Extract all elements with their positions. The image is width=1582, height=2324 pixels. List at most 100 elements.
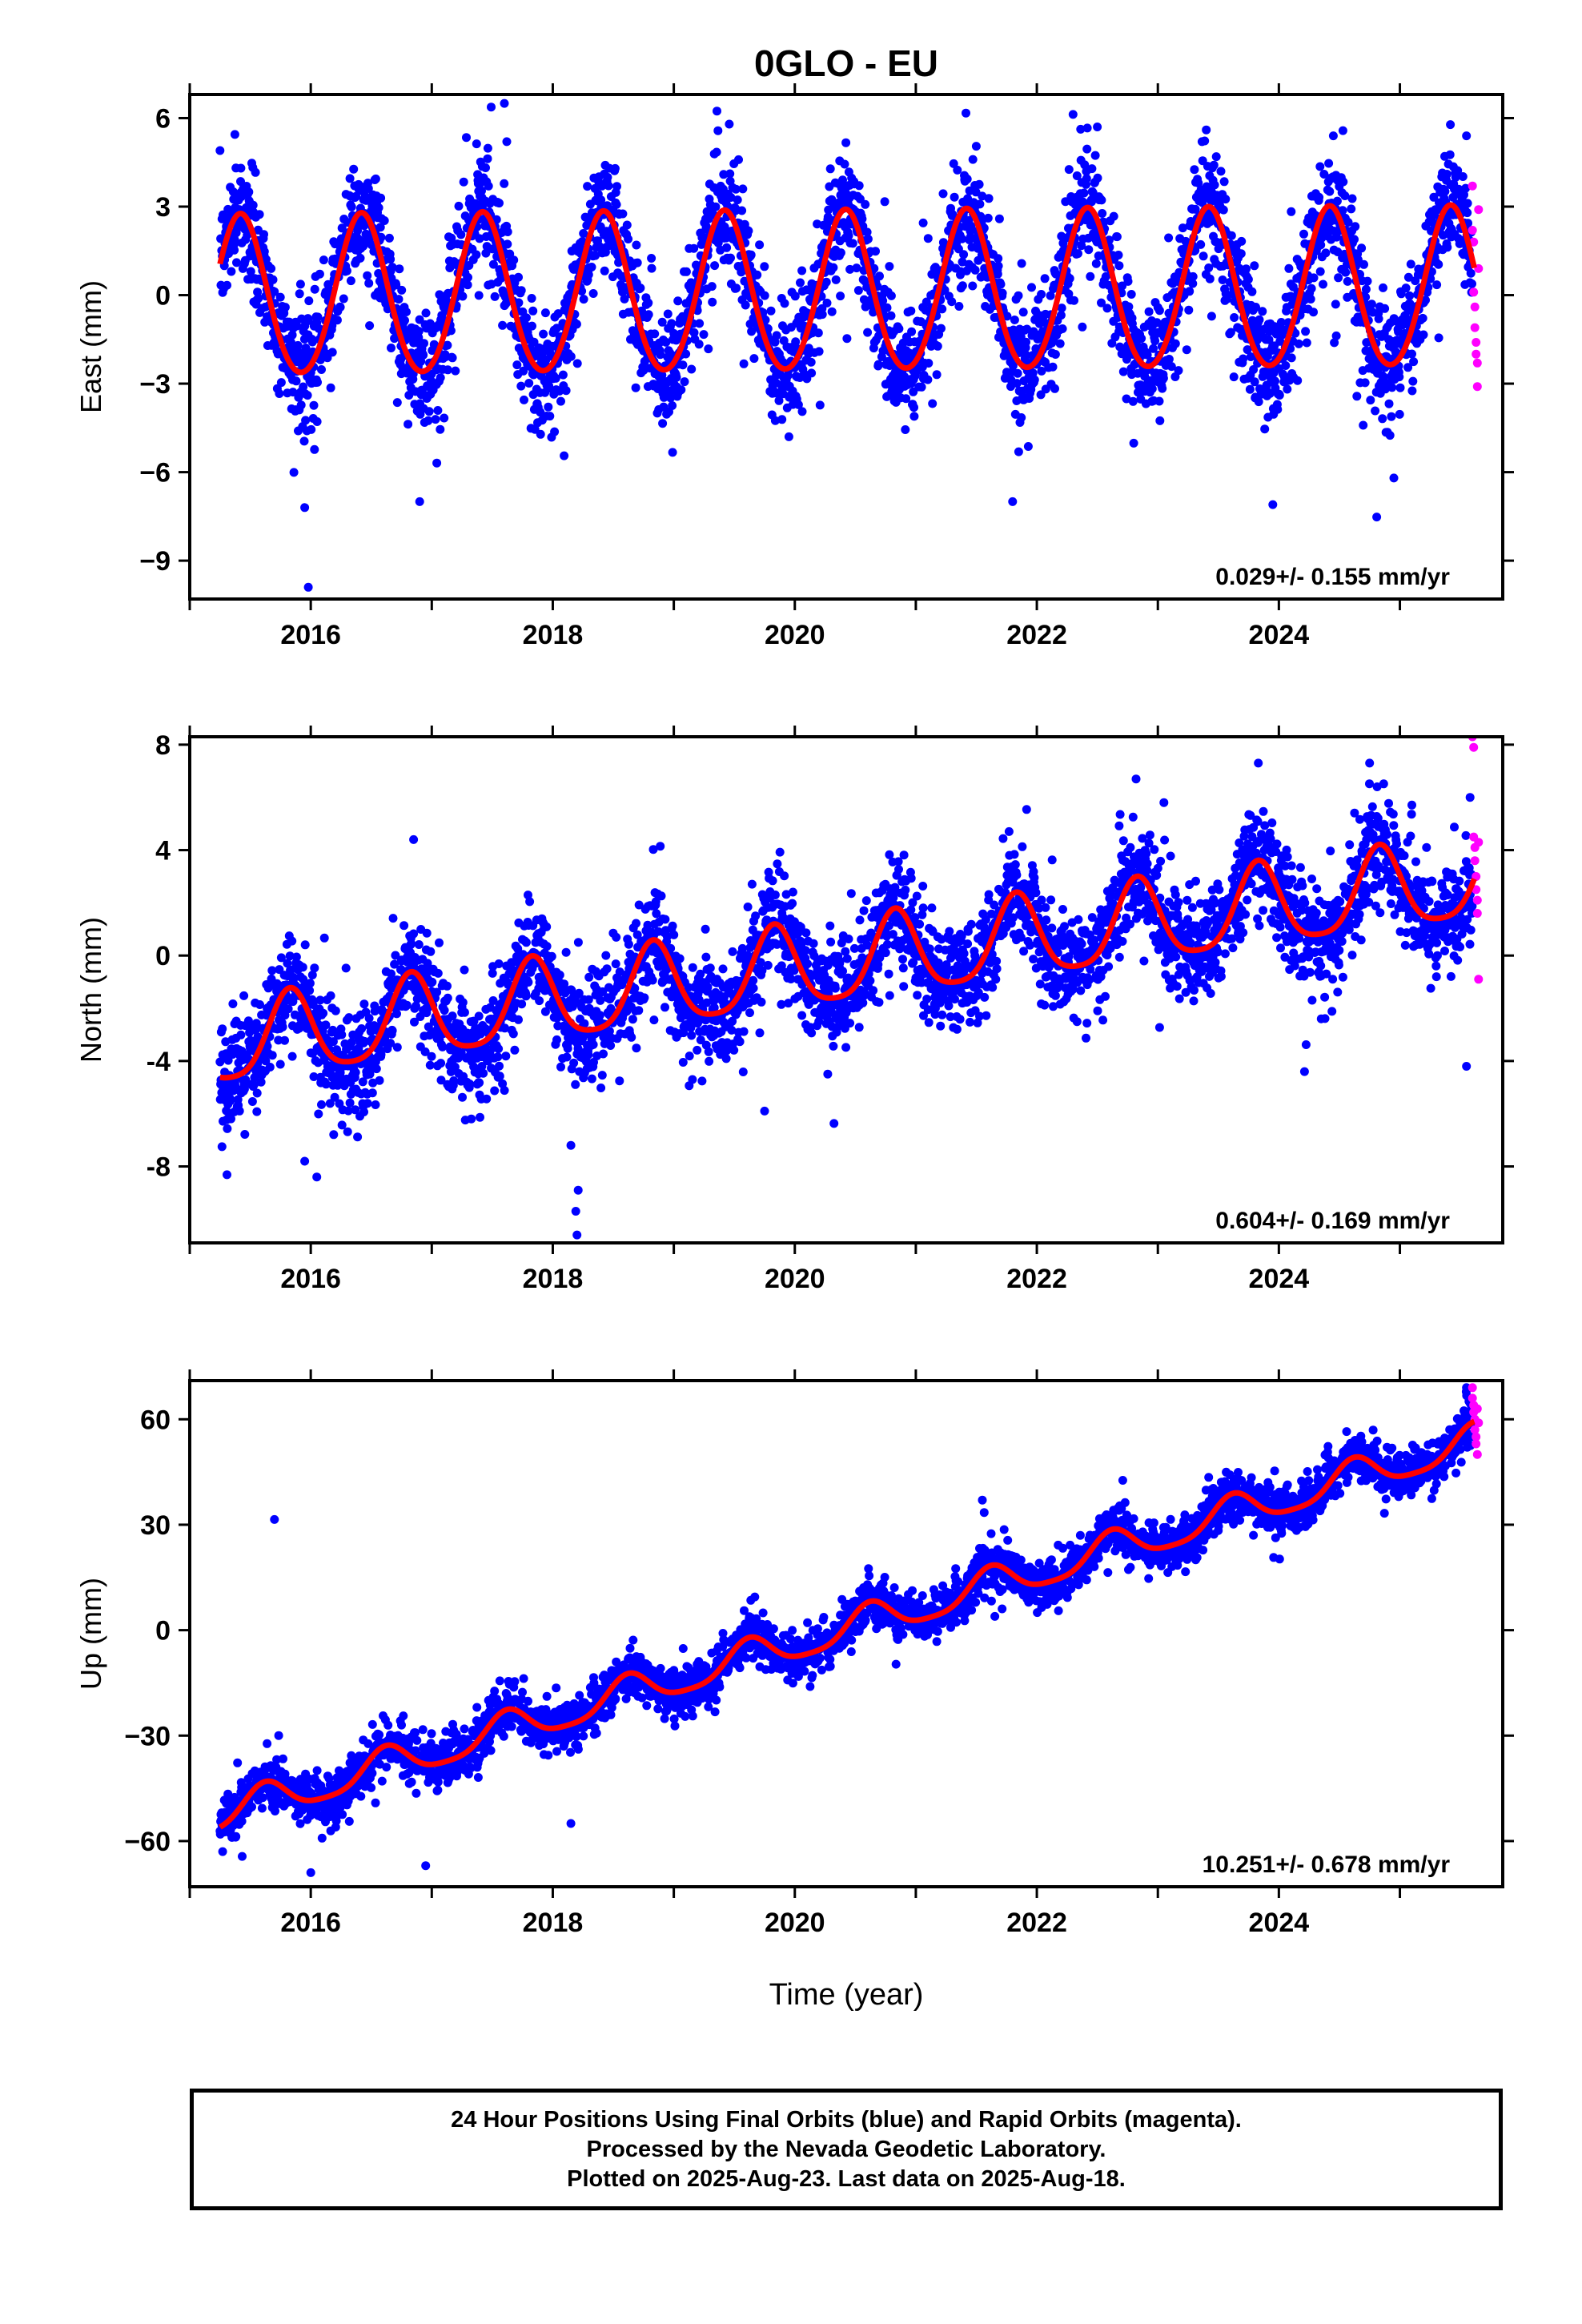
rapid-point [1472,338,1481,347]
final-point [500,99,509,108]
final-point [603,172,612,182]
final-point [223,1124,232,1133]
final-point [1219,177,1229,187]
final-point [273,349,283,359]
final-point [1210,180,1219,190]
final-point [821,277,831,287]
final-point [1281,361,1291,370]
final-point [351,191,361,201]
final-point [968,281,978,291]
final-point [777,415,787,424]
final-point [232,258,241,267]
final-point [953,165,962,175]
final-point [1022,337,1030,347]
final-point [310,963,319,973]
final-point [524,379,534,388]
final-point [369,50,378,59]
panel-0-data [215,50,1484,592]
final-point [1184,305,1194,315]
final-point [465,1080,475,1088]
final-point [824,205,833,215]
final-point [244,187,254,197]
final-point [699,330,709,340]
final-point [1190,165,1199,175]
final-point [606,1041,616,1050]
final-point [345,174,355,183]
final-point [875,271,884,281]
final-point [998,288,1007,298]
final-point [1254,397,1263,407]
final-point [1301,327,1311,336]
final-point [528,306,538,316]
final-point [763,324,773,333]
final-point [1395,409,1404,419]
final-point [984,194,994,203]
final-point [503,227,512,236]
final-point [472,139,481,149]
final-point [426,947,436,956]
final-point [688,1075,697,1084]
final-point [508,1029,518,1039]
final-point [397,285,407,295]
final-point [668,401,677,410]
final-point [569,1058,579,1068]
final-point [556,396,565,406]
final-point [435,290,444,300]
final-point [544,384,554,393]
final-point [235,1106,244,1116]
final-point [1082,174,1091,183]
final-point [840,159,849,169]
final-point [551,373,560,383]
final-point [841,138,851,147]
final-point [307,337,317,347]
final-point [1227,231,1236,240]
final-point [367,1088,377,1098]
final-point [292,321,302,331]
final-point [681,267,691,276]
final-point [481,163,490,172]
final-point [1014,291,1023,300]
rapid-point [1470,302,1480,312]
final-point [631,383,640,392]
final-point [359,1108,368,1116]
final-point [760,262,769,271]
final-point [689,243,699,253]
final-point [267,1051,277,1060]
final-point [1048,362,1058,372]
final-point [317,1100,326,1109]
final-point [587,1074,596,1084]
final-point [937,324,946,333]
final-point [384,233,394,243]
final-point [1091,259,1101,268]
final-point [542,942,552,951]
final-point [882,303,892,312]
final-point [337,223,347,233]
final-point [1325,187,1335,196]
final-point [917,382,926,392]
y-tick-label: 0 [155,281,171,312]
final-point [588,289,598,298]
final-point [1196,239,1206,249]
final-point [577,287,587,296]
final-point [414,940,424,949]
final-point [539,329,548,339]
final-point [299,436,309,446]
final-point [1287,353,1296,363]
final-point [1158,384,1167,393]
y-tick-label: −9 [139,546,171,577]
final-point [1307,283,1316,293]
y-tick-label: 6 [155,103,171,134]
final-point [1070,296,1078,305]
final-point [640,993,649,1003]
final-point [550,427,560,436]
final-point [1074,249,1082,259]
final-point [657,370,667,380]
final-point [252,1088,262,1098]
final-point [1380,304,1390,313]
final-point [595,1011,604,1020]
final-point [1357,243,1367,253]
final-point [516,381,526,391]
final-point [304,296,314,306]
final-point [391,280,401,290]
final-point [374,203,383,212]
